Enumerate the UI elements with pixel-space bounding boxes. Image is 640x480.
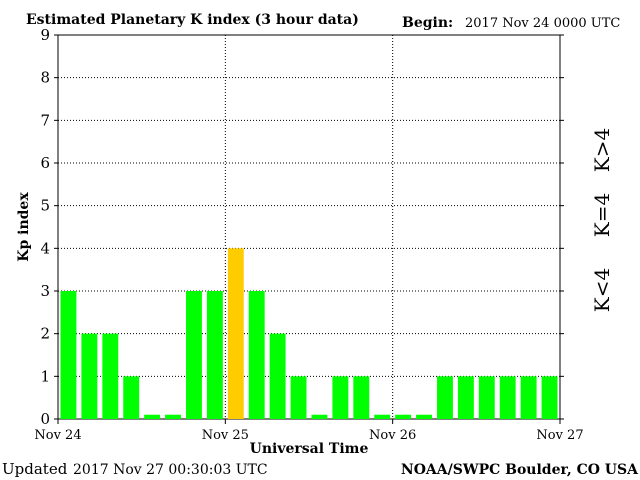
y-axis-label: Kp index [16, 192, 32, 262]
plot-area [57, 34, 561, 420]
kp-bar [290, 376, 307, 419]
kp-bar [416, 414, 432, 419]
kp-bar [206, 291, 223, 419]
y-tick-label: 0 [40, 410, 50, 428]
kp-bar [186, 291, 202, 419]
kp-bar [227, 248, 244, 419]
updated-label: Updated [2, 460, 68, 478]
x-tick-label: Nov 27 [536, 428, 583, 443]
kp-bar [457, 376, 474, 419]
chart-title: Estimated Planetary K index (3 hour data… [26, 12, 359, 28]
y-tick-label: 6 [40, 154, 50, 172]
begin-label: Begin: [402, 15, 453, 31]
x-tick-label: Nov 25 [202, 428, 249, 443]
kp-bar [541, 376, 558, 419]
y-tick-label: 3 [40, 282, 50, 300]
kp-bar [248, 291, 265, 419]
updated-value: 2017 Nov 27 00:30:03 UTC [73, 462, 268, 478]
kp-bar [165, 414, 181, 419]
kp-bar [269, 333, 286, 419]
kp-bar [478, 376, 495, 419]
kp-bar [353, 376, 370, 419]
bars [60, 248, 558, 419]
x-axis-label: Universal Time [250, 441, 369, 457]
y-tick-label: 7 [40, 111, 50, 129]
y-tick-label: 1 [40, 367, 50, 385]
kp-bar [144, 414, 161, 419]
y-tick-label: 8 [40, 69, 50, 87]
kp-bar [123, 376, 140, 419]
legend-low: K<4 [590, 268, 614, 312]
y-tick-label: 5 [40, 197, 50, 215]
kp-bar [374, 414, 391, 419]
grid-lines [58, 35, 560, 419]
kp-bar [332, 376, 349, 419]
y-axis: 0 1 2 3 4 5 6 7 8 9 [40, 26, 564, 428]
source-credit: NOAA/SWPC Boulder, CO USA [401, 462, 639, 478]
kp-bar [102, 333, 119, 419]
x-axis: Nov 24 Nov 25 Nov 26 Nov 27 [34, 419, 584, 443]
y-tick-label: 2 [40, 325, 50, 343]
begin-value: 2017 Nov 24 0000 UTC [465, 16, 620, 31]
kp-bar [60, 291, 77, 419]
kp-bar [311, 414, 328, 419]
y-tick-label: 9 [40, 26, 50, 44]
x-tick-label: Nov 24 [34, 428, 81, 443]
kp-bar [520, 376, 537, 419]
legend-high: K>4 [590, 128, 614, 172]
kp-bar [499, 376, 516, 419]
kp-bar [81, 333, 98, 419]
y-tick-label: 4 [40, 239, 50, 257]
x-tick-label: Nov 26 [369, 428, 416, 443]
kp-bar [437, 376, 453, 419]
legend-mid: K=4 [590, 193, 614, 237]
kp-bar [395, 414, 412, 419]
